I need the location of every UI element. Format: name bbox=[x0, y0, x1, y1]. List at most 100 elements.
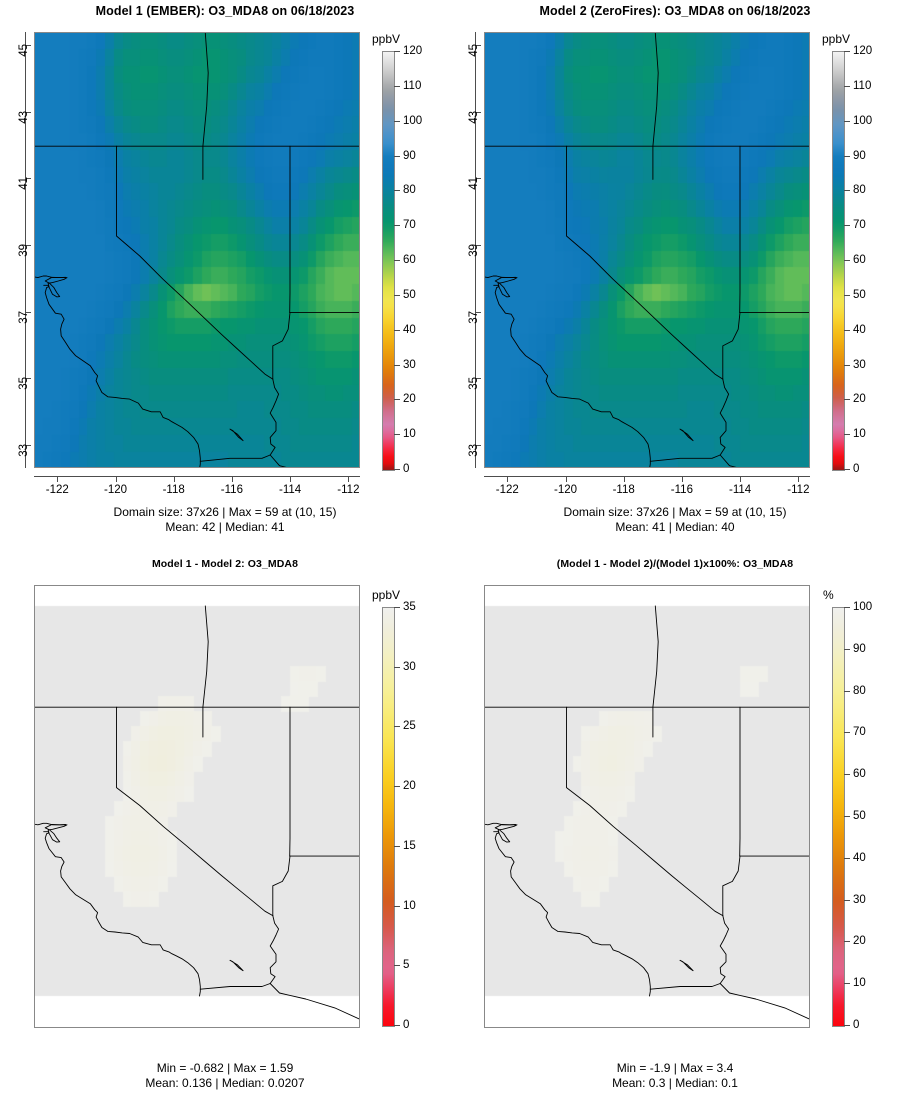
y-axis-tick bbox=[475, 378, 481, 380]
x-axis-tick-label: -112 bbox=[787, 484, 810, 496]
colorbar-tick-label: 70 bbox=[853, 726, 866, 739]
map-plot-percent-difference[interactable] bbox=[484, 585, 810, 1028]
colorbar-tick-mark bbox=[844, 690, 850, 692]
colorbar-tick-mark bbox=[844, 85, 850, 87]
panel-title-percent-difference: (Model 1 - Model 2)/(Model 1)x100%: O3_M… bbox=[556, 558, 794, 570]
colorbar-tick-mark bbox=[394, 434, 400, 436]
colorbar-tick-mark bbox=[394, 51, 400, 52]
colorbar-tick-label: 100 bbox=[853, 114, 873, 127]
colorbar-tick-label: 10 bbox=[853, 977, 866, 990]
y-axis-tick-label: 45 bbox=[467, 44, 480, 58]
x-axis-tick bbox=[115, 476, 117, 482]
ozone-raster-model1 bbox=[35, 33, 359, 467]
colorbar-tick-label: 30 bbox=[403, 660, 416, 673]
y-axis-tick-label: 39 bbox=[17, 244, 30, 257]
y-axis-tick bbox=[475, 245, 481, 246]
panel-title-model1: Model 1 (EMBER): O3_MDA8 on 06/18/2023 bbox=[95, 4, 355, 18]
x-axis-tick bbox=[740, 476, 742, 482]
colorbar-tick-label: 50 bbox=[853, 288, 866, 301]
colorbar-tick-label: 60 bbox=[853, 254, 866, 266]
colorbar-tick-mark bbox=[844, 225, 850, 227]
caption-percent-difference-line2: Mean: 0.3 | Median: 0.1 bbox=[612, 1076, 738, 1090]
map-plot-difference[interactable] bbox=[34, 585, 360, 1028]
colorbar-difference[interactable]: ppbV 0 5 10 15 20 25 30 35 bbox=[368, 586, 448, 1031]
colorbar-tick-label: 10 bbox=[853, 428, 866, 441]
colorbar-tick-mark bbox=[844, 648, 850, 650]
colorbar-tick-label: 120 bbox=[403, 45, 423, 57]
colorbar-tick-mark bbox=[844, 51, 850, 52]
colorbar-percent-difference[interactable]: % 0 10 20 30 40 50 60 70 80 90 100 bbox=[818, 586, 898, 1031]
map-plot-model1[interactable] bbox=[34, 32, 360, 468]
colorbar-tick-label: 70 bbox=[853, 219, 866, 232]
y-axis-tick bbox=[25, 378, 31, 380]
colorbar-tick-mark bbox=[844, 294, 850, 296]
colorbar-tick-label: 30 bbox=[853, 893, 866, 906]
panel-model2: Model 2 (ZeroFires): O3_MDA8 on 06/18/20… bbox=[450, 0, 900, 545]
colorbar-tick-label: 120 bbox=[853, 45, 873, 57]
colorbar-tick-label: 0 bbox=[403, 463, 410, 475]
colorbar-tick-label: 90 bbox=[853, 149, 866, 162]
colorbar-tick-mark bbox=[844, 774, 850, 776]
colorbar-tick-mark bbox=[394, 726, 400, 728]
colorbar-tick-label: 80 bbox=[853, 684, 866, 697]
caption-model1-line1: Domain size: 37x26 | Max = 59 at (10, 15… bbox=[113, 505, 337, 519]
caption-percent-difference-line1: Min = -1.9 | Max = 3.4 bbox=[616, 1061, 734, 1075]
colorbar-tick-label: 90 bbox=[403, 149, 416, 162]
colorbar-model2[interactable]: ppbV 0 10 20 30 40 50 60 70 80 90 100 110 120 bbox=[818, 30, 898, 475]
percent-difference-raster bbox=[485, 586, 809, 1027]
colorbar-tick-mark bbox=[844, 329, 850, 331]
x-axis-tick-label: -122 bbox=[45, 484, 69, 496]
colorbar-tick-mark bbox=[394, 225, 400, 227]
y-axis-tick bbox=[475, 178, 481, 180]
colorbar-tick-label: 35 bbox=[403, 601, 416, 613]
colorbar-tick-label: 15 bbox=[403, 839, 416, 852]
caption-difference-line2: Mean: 0.136 | Median: 0.0207 bbox=[145, 1076, 305, 1090]
colorbar-tick-mark bbox=[394, 607, 400, 608]
difference-raster bbox=[35, 586, 359, 1027]
colorbar-model1[interactable]: ppbV 0 10 20 30 40 50 60 70 80 90 100 110 120 bbox=[368, 30, 448, 475]
colorbar-tick-label: 0 bbox=[403, 1019, 410, 1031]
y-axis-tick bbox=[25, 45, 31, 47]
colorbar-tick-label: 100 bbox=[403, 114, 423, 127]
caption-model2-line1: Domain size: 37x26 | Max = 59 at (10, 15… bbox=[563, 505, 787, 519]
y-axis-tick-label: 35 bbox=[467, 377, 480, 390]
colorbar-tick-label: 30 bbox=[403, 358, 416, 371]
y-axis-tick-label: 33 bbox=[467, 443, 480, 457]
y-axis-tick-label: 43 bbox=[467, 110, 480, 124]
colorbar-tick-label: 20 bbox=[853, 935, 866, 948]
colorbar-tick-label: 40 bbox=[403, 323, 416, 336]
x-axis-tick bbox=[57, 476, 59, 482]
x-axis-line bbox=[484, 476, 810, 477]
x-axis-tick bbox=[623, 476, 625, 482]
map-plot-model2[interactable] bbox=[484, 32, 810, 468]
colorbar-gradient-model2 bbox=[832, 51, 845, 471]
colorbar-tick-label: 110 bbox=[403, 79, 422, 92]
colorbar-gradient-percent-difference bbox=[832, 607, 845, 1027]
colorbar-tick-label: 60 bbox=[853, 768, 866, 781]
y-axis-tick bbox=[475, 111, 481, 113]
x-axis-tick bbox=[348, 476, 350, 482]
colorbar-tick-mark bbox=[394, 85, 400, 87]
state-boundaries-difference bbox=[35, 605, 359, 1020]
colorbar-tick-mark bbox=[844, 1025, 850, 1026]
x-axis-tick-label: -118 bbox=[612, 484, 635, 496]
colorbar-title-model2: ppbV bbox=[822, 32, 851, 46]
colorbar-tick-label: 25 bbox=[403, 720, 416, 733]
colorbar-tick-label: 40 bbox=[853, 323, 866, 336]
state-boundaries-model2 bbox=[485, 33, 809, 467]
colorbar-tick-mark bbox=[844, 469, 850, 470]
y-axis-tick-label: 33 bbox=[17, 443, 30, 457]
x-axis-tick bbox=[231, 476, 233, 482]
y-axis-tick-label: 41 bbox=[467, 177, 480, 191]
y-axis-line bbox=[25, 32, 26, 468]
colorbar-tick-label: 110 bbox=[853, 79, 872, 92]
y-axis-tick bbox=[25, 111, 31, 113]
y-axis-line bbox=[475, 32, 476, 468]
caption-model1-line2: Mean: 42 | Median: 41 bbox=[165, 520, 285, 534]
colorbar-tick-label: 80 bbox=[403, 184, 416, 197]
colorbar-tick-mark bbox=[394, 666, 400, 668]
colorbar-gradient-model1 bbox=[382, 51, 395, 471]
x-axis-tick-label: -114 bbox=[729, 484, 752, 496]
y-axis-tick-label: 35 bbox=[17, 377, 30, 390]
x-axis-tick-label: -112 bbox=[337, 484, 360, 496]
